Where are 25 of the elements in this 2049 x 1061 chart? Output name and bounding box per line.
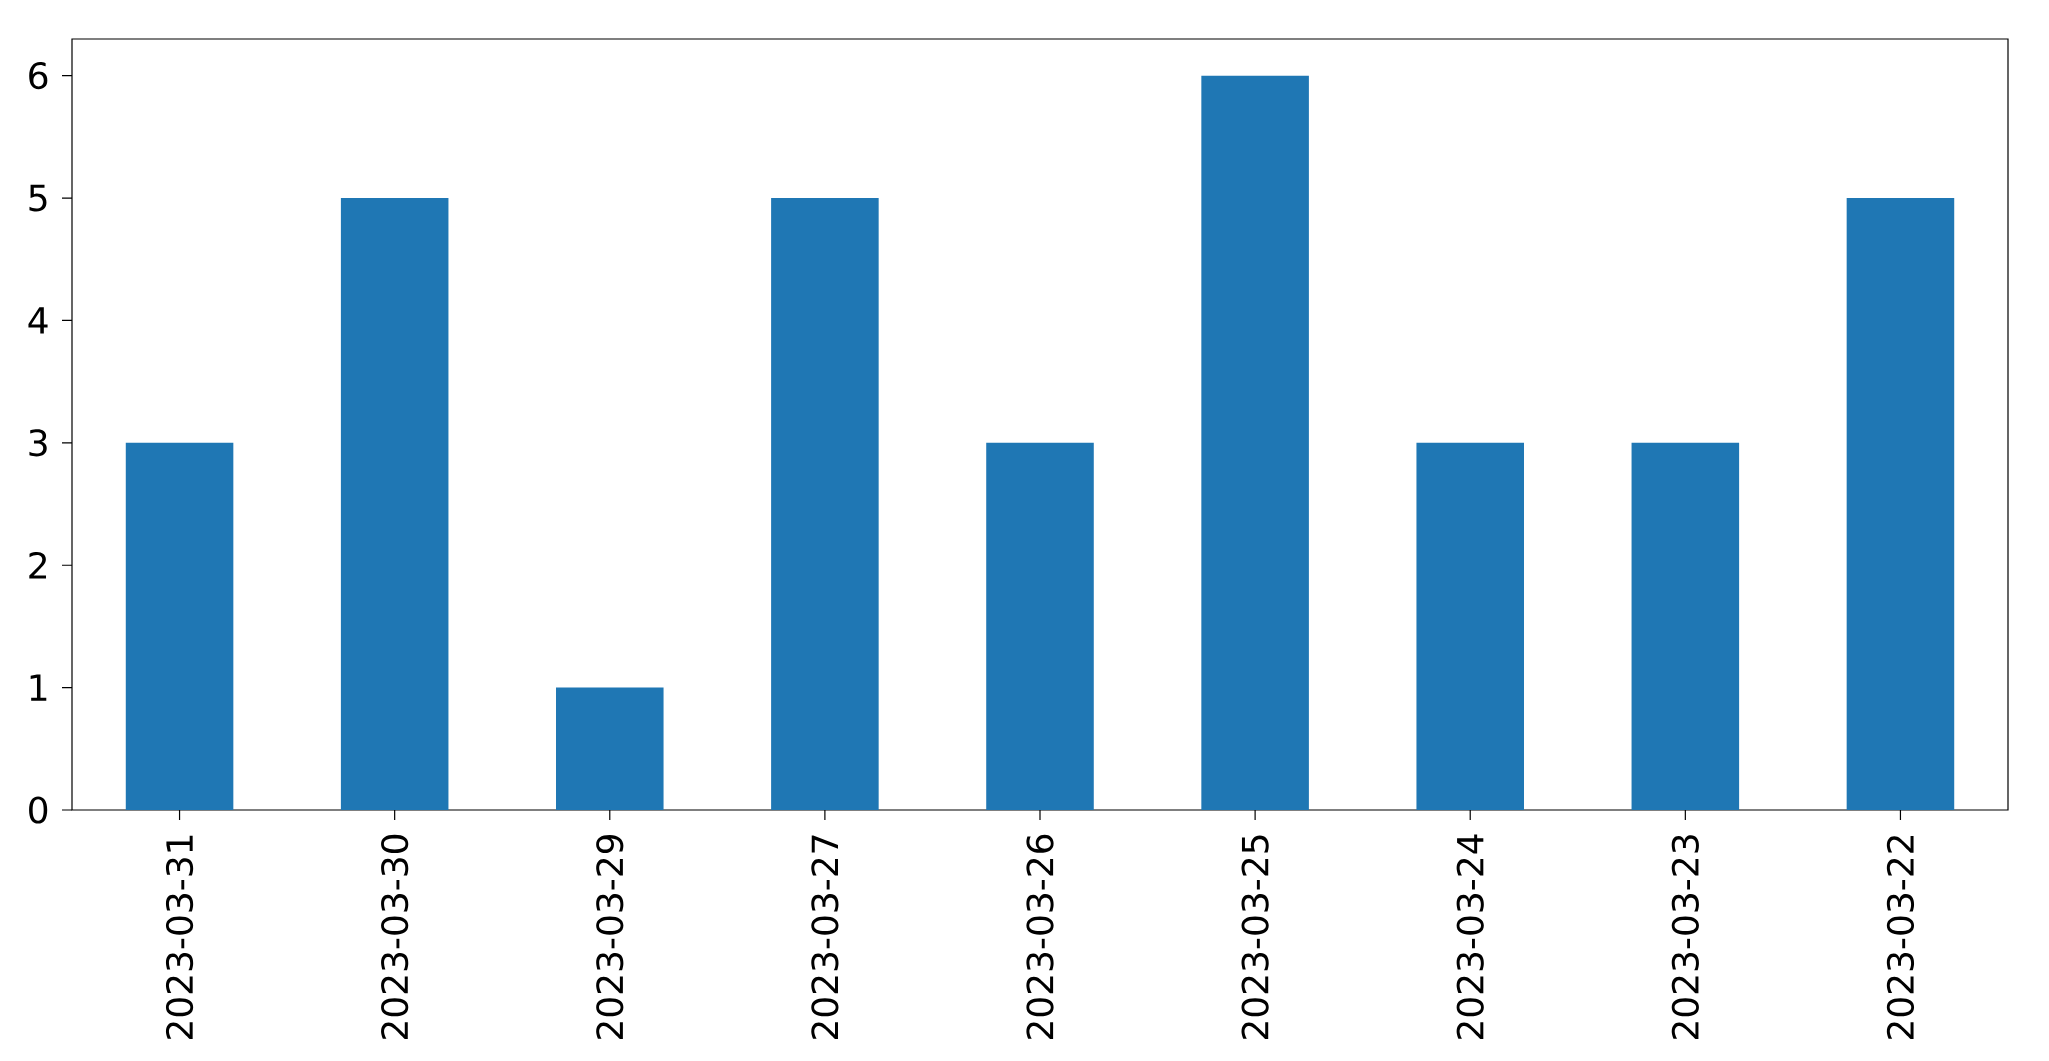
x-tick-label: 2023-03-26: [1026, 834, 1054, 1039]
y-tick-label: 0: [29, 796, 48, 824]
x-tick-label: 2023-03-25: [1241, 835, 1269, 1039]
x-tick-label: 2023-03-23: [1671, 835, 1699, 1039]
bar: [771, 198, 879, 810]
y-tick-label: 4: [28, 307, 48, 334]
x-tick-label: 2023-03-29: [596, 834, 624, 1039]
x-tick-label: 2023-03-31: [165, 835, 194, 1039]
bar: [1846, 198, 1955, 810]
y-tick-label: 2: [29, 551, 47, 579]
x-tick-label: 2023-03-22: [1886, 836, 1915, 1039]
x-tick-label: 2023-03-24: [1456, 834, 1484, 1039]
bar: [1416, 442, 1524, 810]
y-tick-label: 1: [30, 674, 47, 701]
bar: [125, 442, 234, 810]
y-tick-label: 5: [29, 184, 47, 212]
bar: [986, 442, 1094, 810]
y-tick-label: 3: [29, 429, 47, 457]
bar: [1201, 75, 1309, 810]
bar: [1631, 442, 1740, 810]
y-tick-label: 6: [29, 62, 48, 90]
x-tick-label: 2023-03-30: [381, 834, 409, 1039]
bar: [556, 687, 664, 810]
bar: [340, 198, 449, 810]
x-tick-label: 2023-03-27: [811, 835, 839, 1039]
